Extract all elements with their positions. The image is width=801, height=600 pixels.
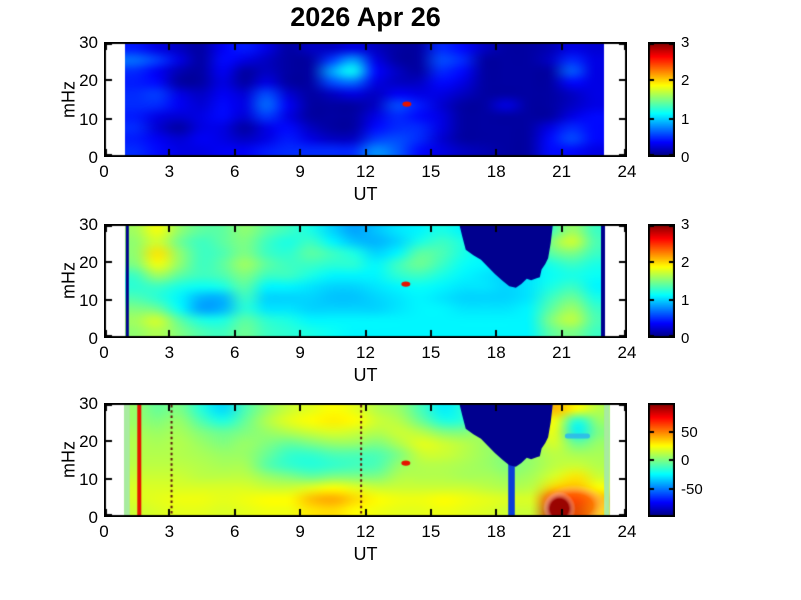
x-tick-label: 0 xyxy=(99,162,109,181)
colorbar-top xyxy=(648,42,675,157)
y-tick-label: 30 xyxy=(79,33,98,52)
colorbar-tick-label: 0 xyxy=(681,330,690,347)
colorbar-tick-label: 3 xyxy=(681,34,690,51)
y-axis-label-mhz: mHz xyxy=(58,441,79,478)
colorbar-tick-label: 3 xyxy=(681,216,690,233)
x-tick-label: 12 xyxy=(356,343,375,362)
x-tick-label: 15 xyxy=(421,343,441,362)
y-tick-label: 20 xyxy=(79,432,98,451)
x-tick-label: 9 xyxy=(295,522,305,541)
x-tick-label: 21 xyxy=(552,343,572,362)
colorbar-tick-label: -50 xyxy=(681,480,703,498)
x-axis-label-ut: UT xyxy=(353,184,378,204)
x-tick-label: 6 xyxy=(230,343,240,362)
heatmap-canvas-middle xyxy=(104,224,627,338)
x-tick-label: 24 xyxy=(617,162,637,181)
x-tick-label: 9 xyxy=(295,343,305,362)
x-tick-label: 18 xyxy=(486,343,506,362)
x-tick-label: 18 xyxy=(486,522,506,541)
x-tick-label: 21 xyxy=(552,522,572,541)
x-tick-label: 15 xyxy=(421,522,441,541)
x-tick-label: 3 xyxy=(164,162,175,181)
colorbar-tick-label: 1 xyxy=(681,292,690,309)
figure-title: 2026 Apr 26 xyxy=(290,2,441,32)
colorbar-middle xyxy=(648,224,675,338)
y-axis-label-mhz: mHz xyxy=(58,80,79,118)
colorbar-tick-label: 1 xyxy=(681,110,690,128)
y-tick-label: 10 xyxy=(79,470,98,489)
x-tick-label: 12 xyxy=(356,522,375,541)
x-axis-label-ut: UT xyxy=(353,544,378,564)
y-tick-label: 10 xyxy=(79,291,98,310)
x-tick-label: 6 xyxy=(230,522,240,541)
x-tick-label: 3 xyxy=(164,522,175,541)
x-tick-label: 15 xyxy=(421,162,441,181)
y-tick-label: 0 xyxy=(88,508,98,527)
x-tick-label: 0 xyxy=(99,522,109,541)
x-axis-label-ut: UT xyxy=(353,365,378,385)
colorbar-tick-label: 2 xyxy=(681,72,690,90)
x-tick-label: 0 xyxy=(99,343,109,362)
x-tick-label: 18 xyxy=(486,162,506,181)
x-tick-label: 6 xyxy=(230,162,240,181)
y-tick-label: 20 xyxy=(79,71,98,91)
y-tick-label: 10 xyxy=(79,109,98,129)
colorbar-tick-label: 50 xyxy=(681,423,698,441)
y-axis-label-mhz: mHz xyxy=(58,262,79,299)
y-tick-label: 20 xyxy=(79,253,98,272)
x-tick-label: 21 xyxy=(552,162,572,181)
heatmap-canvas-bottom xyxy=(104,403,627,517)
colorbar-tick-label: 0 xyxy=(681,149,690,166)
heatmap-canvas-top xyxy=(104,42,627,157)
y-tick-label: 30 xyxy=(79,394,98,413)
y-tick-label: 30 xyxy=(79,215,98,234)
y-tick-label: 0 xyxy=(88,329,98,348)
x-tick-label: 3 xyxy=(164,343,175,362)
x-tick-label: 24 xyxy=(617,522,637,541)
x-tick-label: 9 xyxy=(295,162,305,181)
y-tick-label: 0 xyxy=(88,148,98,167)
colorbar-tick-label: 2 xyxy=(681,254,690,271)
colorbar-tick-label: 0 xyxy=(681,452,690,469)
x-tick-label: 12 xyxy=(356,162,375,181)
colorbar-bottom xyxy=(648,403,675,517)
x-tick-label: 24 xyxy=(617,343,637,362)
